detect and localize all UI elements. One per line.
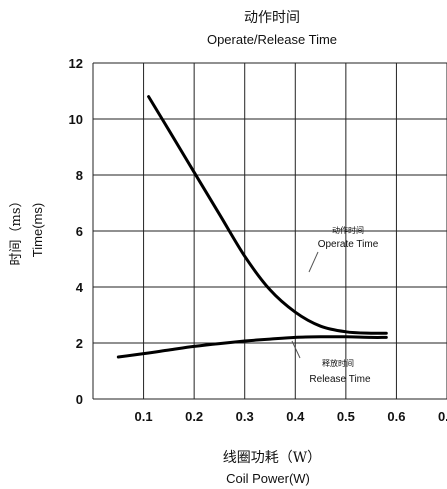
operate-label-cn: 动作时间 <box>332 225 364 235</box>
x-tick-label: 0.3 <box>236 409 254 424</box>
release-label-cn: 释放时间 <box>322 358 354 368</box>
x-tick-label: 0.1 <box>135 409 153 424</box>
y-tick-label: 0 <box>76 392 83 407</box>
chart-title-cn: 动作时间 <box>244 10 300 26</box>
grid <box>92 62 447 400</box>
y-tick-label: 8 <box>76 168 83 183</box>
y-tick-label: 4 <box>76 280 84 295</box>
operate-label-leader <box>308 251 319 273</box>
x-tick-label: 0.6 <box>387 409 405 424</box>
chart-title-en: Operate/Release Time <box>207 32 337 47</box>
x-tick-label: 0.5 <box>337 409 355 424</box>
release-label-en: Release Time <box>309 374 371 385</box>
release-label-leader <box>291 340 301 359</box>
y-axis-label-cn: 时间（ms） <box>9 195 24 266</box>
release-time-curve <box>116 335 388 359</box>
y-tick-label: 10 <box>69 112 83 127</box>
y-axis-label-en: Time(ms) <box>30 203 45 257</box>
x-tick-label: 0.7 <box>438 409 447 424</box>
x-axis-label-en: Coil Power(W) <box>226 471 310 486</box>
x-tick-label: 0.2 <box>185 409 203 424</box>
tick-labels: 0.1 0.2 0.3 0.4 0.5 0.6 0.7 0 2 4 6 8 10 12 <box>69 56 447 424</box>
y-tick-label: 12 <box>69 56 83 71</box>
x-axis-label-cn: 线圈功耗（W） <box>223 450 321 466</box>
y-tick-label: 6 <box>76 224 83 239</box>
series-curves <box>116 95 388 359</box>
operate-label-en: Operate Time <box>318 239 379 250</box>
operate-time-curve <box>147 95 388 335</box>
y-tick-label: 2 <box>76 336 83 351</box>
x-tick-label: 0.4 <box>286 409 305 424</box>
